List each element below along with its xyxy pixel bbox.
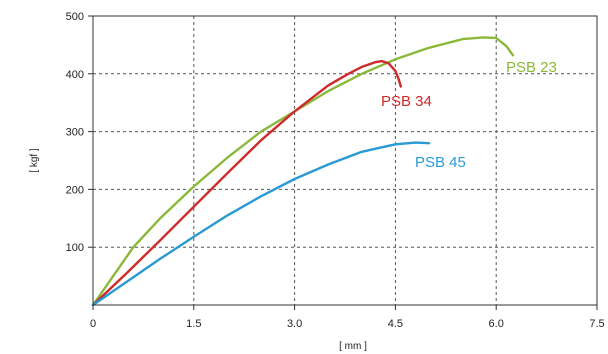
series-label-psb-45: PSB 45 <box>415 154 466 171</box>
x-tick-label: 4.5 <box>388 318 403 330</box>
labels-layer: 0 1.5 3.0 4.5 6.0 7.5 100 200 300 400 500 [ mm ] [ k… <box>29 11 605 352</box>
x-axis-title: [ mm ] <box>339 341 367 352</box>
series-line-psb-34 <box>91 59 402 307</box>
series-line-psb-45 <box>91 141 431 307</box>
y-tick-label: 100 <box>66 242 84 254</box>
series-label-psb-34: PSB 34 <box>381 93 432 110</box>
y-tick-label: 400 <box>66 69 84 81</box>
x-tick-label: 3.0 <box>287 318 302 330</box>
series-line-psb-23 <box>91 36 515 307</box>
x-tick-label: 0 <box>90 318 96 330</box>
y-tick-label: 200 <box>66 184 84 196</box>
y-axis-title: [ kgf ] <box>29 148 40 173</box>
y-tick-label: 500 <box>66 11 84 23</box>
plot-frame <box>92 15 598 306</box>
plot-border <box>92 15 598 306</box>
ticks-layer <box>88 15 598 310</box>
x-tick-label: 6.0 <box>489 318 504 330</box>
y-tick-label: 300 <box>66 127 84 139</box>
series-layer <box>91 36 515 307</box>
series-label-psb-23: PSB 23 <box>506 59 557 76</box>
x-tick-label: 7.5 <box>589 318 604 330</box>
x-tick-label: 1.5 <box>186 318 201 330</box>
